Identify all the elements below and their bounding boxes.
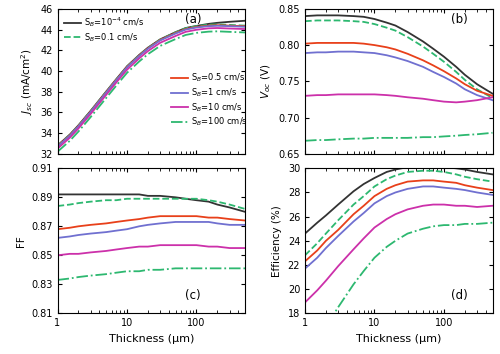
Y-axis label: Efficiency (%): Efficiency (%) (272, 205, 282, 277)
Y-axis label: FF: FF (16, 235, 26, 247)
Text: (a): (a) (185, 13, 202, 26)
Text: (b): (b) (451, 13, 468, 26)
Text: (c): (c) (185, 289, 200, 302)
Legend: S$_B$=0.5 cm/s, S$_B$=1 cm/s, S$_B$=10 cm/s, S$_B$=100 cm/s: S$_B$=0.5 cm/s, S$_B$=1 cm/s, S$_B$=10 c… (170, 71, 249, 129)
X-axis label: Thickness (μm): Thickness (μm) (108, 334, 194, 344)
Y-axis label: $V_{oc}$ (V): $V_{oc}$ (V) (260, 64, 273, 99)
Text: (d): (d) (451, 289, 468, 302)
Y-axis label: $J_{sc}$ (mA/cm$^2$): $J_{sc}$ (mA/cm$^2$) (19, 48, 34, 115)
X-axis label: Thickness (μm): Thickness (μm) (356, 334, 442, 344)
